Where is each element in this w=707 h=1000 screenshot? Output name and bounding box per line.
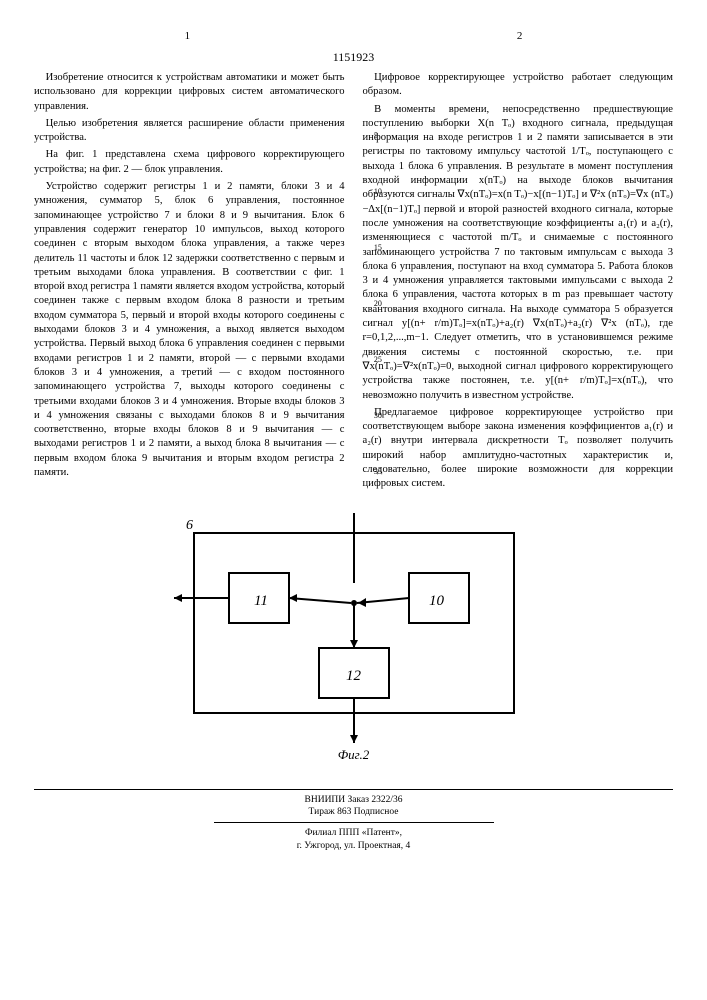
footer-l3: Филиал ППП «Патент»,: [34, 827, 673, 839]
c2-p2-text: В моменты времени, непосредственно предш…: [363, 104, 674, 401]
column-2: Цифровое корректирующее устройство работ…: [363, 71, 674, 495]
line-11-junction: [289, 598, 351, 603]
box-12-label: 12: [346, 668, 362, 684]
c1-p1: Изобретение относится к устройствам авто…: [34, 71, 345, 114]
line-num-20: 20: [362, 299, 372, 310]
line-num-10: 10: [362, 187, 372, 198]
c1-p2: Целью изобретения является расширение об…: [34, 117, 345, 146]
header-right-page: 2: [366, 30, 673, 42]
footer-sep: [214, 822, 494, 823]
c2-p3: Предлагаемое цифровое корректирующее уст…: [363, 406, 674, 492]
c1-p4: Устройство содержит регистры 1 и 2 памят…: [34, 180, 345, 480]
arrow-12-out: [350, 735, 358, 743]
arrow-11-out: [174, 594, 182, 602]
line-num-5: 5: [362, 131, 372, 142]
figure-svg: 6 11 10 12: [174, 513, 534, 743]
footer: ВНИИПИ Заказ 2322/36 Тираж 863 Подписное…: [34, 789, 673, 852]
arrow-into-12: [350, 640, 358, 648]
patent-number: 1151923: [34, 50, 673, 65]
page: 1 2 1151923 Изобретение относится к устр…: [0, 0, 707, 872]
line-num-15: 15: [362, 243, 372, 254]
header-left-page: 1: [34, 30, 341, 42]
box-10-label: 10: [429, 593, 445, 609]
c2-p2: 5 10 15 20 25 30 35 В моменты времени, н…: [363, 103, 674, 403]
c1-p3: На фиг. 1 представлена схема цифрового к…: [34, 148, 345, 177]
footer-l1: ВНИИПИ Заказ 2322/36: [34, 794, 673, 806]
outer-box-label: 6: [186, 518, 193, 533]
line-num-30: 30: [362, 411, 372, 422]
header-row: 1 2: [34, 30, 673, 42]
text-columns: Изобретение относится к устройствам авто…: [34, 71, 673, 495]
footer-l2: Тираж 863 Подписное: [34, 806, 673, 818]
column-1: Изобретение относится к устройствам авто…: [34, 71, 345, 495]
line-num-25: 25: [362, 355, 372, 366]
arrow-10-junction: [358, 598, 366, 607]
arrow-into-11: [289, 594, 297, 602]
box-11-label: 11: [254, 593, 268, 609]
c2-p1: Цифровое корректирующее устройство работ…: [363, 71, 674, 100]
figure-caption: Фиг.2: [174, 747, 534, 763]
line-num-35: 35: [362, 467, 372, 478]
figure-2: 6 11 10 12: [174, 513, 534, 763]
footer-l4: г. Ужгород, ул. Проектная, 4: [34, 840, 673, 852]
